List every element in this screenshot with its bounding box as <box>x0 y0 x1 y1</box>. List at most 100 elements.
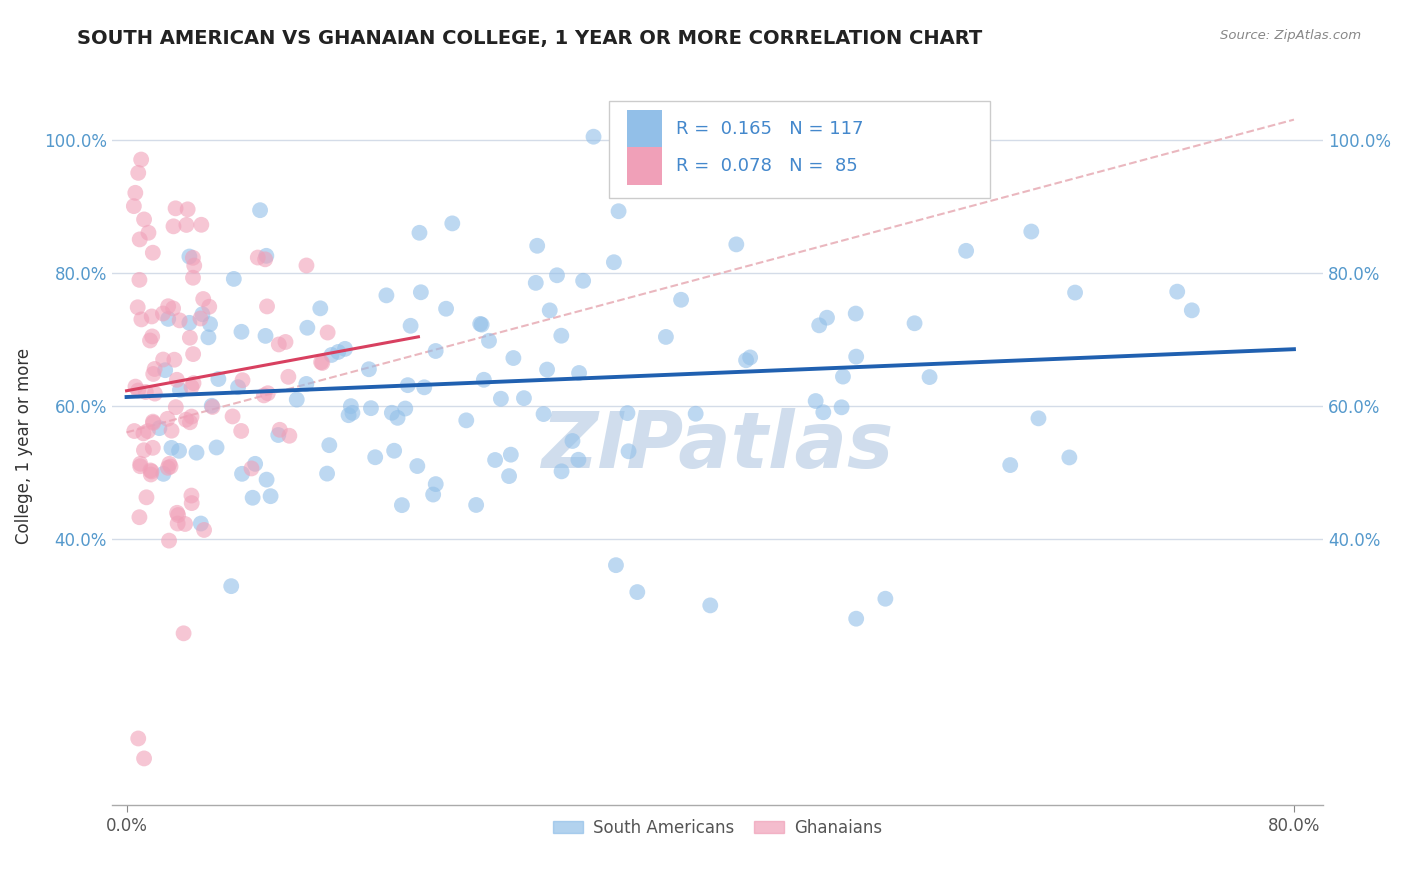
Point <box>434 301 457 316</box>
Point <box>1064 285 1087 300</box>
Point <box>699 599 721 613</box>
Point <box>183 259 205 273</box>
Point <box>1181 303 1204 318</box>
Point <box>267 337 290 351</box>
Point <box>181 347 204 361</box>
Point <box>267 428 290 442</box>
Point <box>408 226 430 240</box>
Point <box>132 751 155 765</box>
Point <box>342 406 364 420</box>
Point <box>536 362 558 376</box>
Point <box>295 376 318 391</box>
Point <box>138 226 160 240</box>
Point <box>918 370 941 384</box>
Point <box>808 318 831 333</box>
Point <box>179 331 201 345</box>
Point <box>815 310 838 325</box>
Point <box>478 334 501 348</box>
Point <box>129 459 152 474</box>
Point <box>180 496 202 510</box>
Point <box>669 293 692 307</box>
Point <box>231 325 253 339</box>
Point <box>489 392 512 406</box>
Point <box>127 384 149 398</box>
Point <box>201 400 224 414</box>
Point <box>180 380 202 394</box>
Point <box>174 516 197 531</box>
Point <box>166 373 188 387</box>
Point <box>607 204 630 219</box>
Point <box>538 303 561 318</box>
Point <box>166 506 188 520</box>
Point <box>131 312 153 326</box>
Point <box>132 426 155 441</box>
Point <box>142 245 165 260</box>
Point <box>391 498 413 512</box>
Point <box>165 202 187 216</box>
Point <box>132 443 155 458</box>
Point <box>159 459 181 474</box>
Point <box>156 412 179 426</box>
Point <box>190 516 212 531</box>
Point <box>441 216 464 230</box>
Point <box>309 301 332 316</box>
Point <box>142 367 165 381</box>
Y-axis label: College, 1 year or more: College, 1 year or more <box>15 348 32 544</box>
Point <box>142 416 165 430</box>
Point <box>129 457 152 471</box>
Point <box>141 465 163 479</box>
Point <box>136 424 159 438</box>
Point <box>124 379 146 393</box>
Point <box>160 441 183 455</box>
Point <box>278 429 301 443</box>
Point <box>725 237 748 252</box>
Point <box>387 410 409 425</box>
Point <box>142 441 165 455</box>
Point <box>179 415 201 429</box>
Point <box>269 423 291 437</box>
Point <box>582 129 605 144</box>
Point <box>1059 450 1081 465</box>
Point <box>499 448 522 462</box>
Point <box>1019 225 1042 239</box>
Point <box>735 353 758 368</box>
Point <box>422 487 444 501</box>
FancyBboxPatch shape <box>627 147 662 185</box>
Point <box>456 413 478 427</box>
Text: Source: ZipAtlas.com: Source: ZipAtlas.com <box>1220 29 1361 42</box>
Point <box>382 443 405 458</box>
Point <box>242 491 264 505</box>
Point <box>157 299 180 313</box>
Point <box>198 317 221 331</box>
Point <box>231 467 253 481</box>
Point <box>364 450 387 465</box>
Point <box>162 219 184 234</box>
Point <box>190 218 212 232</box>
Point <box>128 232 150 246</box>
Point <box>198 300 221 314</box>
Legend: South Americans, Ghanaians: South Americans, Ghanaians <box>546 812 889 844</box>
Point <box>163 352 186 367</box>
Point <box>316 467 339 481</box>
Point <box>804 394 827 409</box>
Point <box>143 362 166 376</box>
Point <box>162 301 184 316</box>
Point <box>122 199 145 213</box>
Point <box>831 401 853 415</box>
Point <box>191 307 214 321</box>
Point <box>813 405 835 419</box>
Text: ZIPatlas: ZIPatlas <box>541 408 894 483</box>
Point <box>526 239 548 253</box>
Point <box>183 376 205 391</box>
Point <box>567 452 589 467</box>
Point <box>603 255 626 269</box>
Point <box>425 477 447 491</box>
Point <box>152 467 174 481</box>
Point <box>197 330 219 344</box>
Point <box>201 399 224 413</box>
Point <box>561 434 583 448</box>
Point <box>135 491 157 505</box>
Point <box>484 453 506 467</box>
Point <box>285 392 308 407</box>
Point <box>413 380 436 394</box>
